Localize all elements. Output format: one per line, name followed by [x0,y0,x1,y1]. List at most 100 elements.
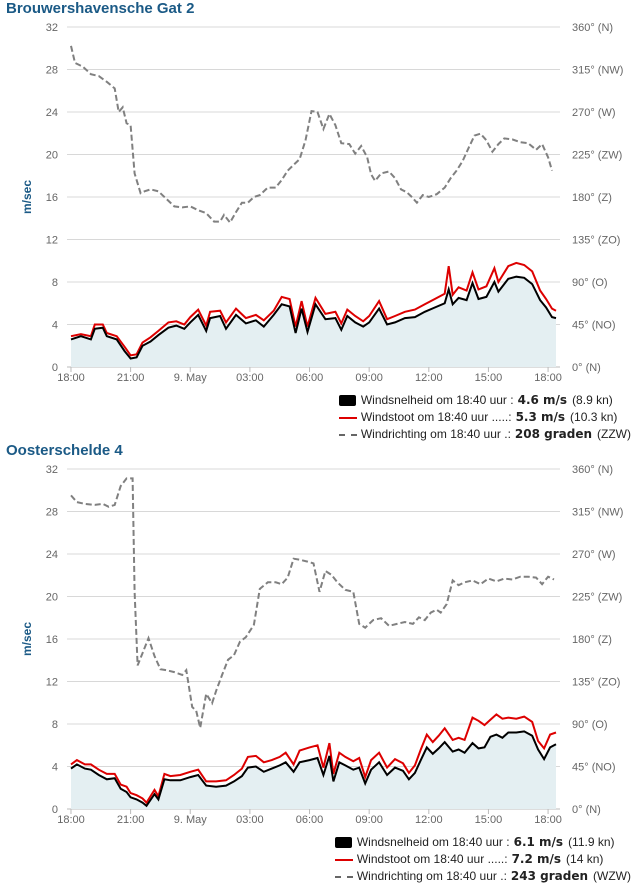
legend-item-direction[interactable]: Windrichting om 18:40 uur .: 243 graden … [334,868,631,885]
legend-extra: (ZZW) [597,427,631,441]
y2-tick-label: 270° (W) [572,549,616,561]
y2-tick-label: 180° (Z) [572,192,612,204]
legend-swatch-direction [338,429,357,441]
y2-tick-label: 90° (O) [572,277,608,289]
y-tick-label: 24 [46,549,58,561]
legend-swatch-speed [334,836,353,849]
y-tick-label: 4 [52,762,58,774]
legend-extra: (11.9 kn) [568,835,615,849]
legend-extra: (14 kn) [566,852,604,866]
legend-swatch-speed [338,394,357,407]
legend-label: Windsnelheid om 18:40 uur : [356,835,510,849]
series-line-gust [70,261,557,357]
legend-item-gust[interactable]: Windstoot om 18:40 uur .....: 5.3 m/s (1… [338,409,631,426]
y-tick-label: 12 [46,235,58,247]
legend-swatch-direction [334,871,353,883]
y2-tick-label: 315° (NW) [572,507,623,519]
y-axis-label: m/sec [20,180,34,214]
y-axis-label: m/sec [20,622,34,656]
station-title: Oosterschelde 4 [6,442,123,459]
y2-tick-label: 360° (N) [572,464,613,476]
legend-item-speed[interactable]: Windsnelheid om 18:40 uur : 4.6 m/s (8.9… [338,392,631,409]
x-tick-label: 06:00 [296,372,324,384]
legend-extra: (WZW) [593,869,631,883]
speed-area [71,276,556,367]
x-tick-label: 12:00 [415,814,443,826]
y-tick-label: 16 [46,192,58,204]
x-tick-label: 09:00 [355,372,383,384]
legend-value: 208 graden [514,427,593,441]
x-tick-label: 06:00 [296,814,324,826]
series-line-direction [70,477,555,729]
y-tick-label: 20 [46,150,58,162]
y2-tick-label: 360° (N) [572,22,613,34]
y2-tick-label: 225° (ZW) [572,592,622,604]
y2-tick-label: 270° (W) [572,107,616,119]
x-tick-label: 18:00 [534,372,562,384]
chart-legend: Windsnelheid om 18:40 uur : 6.1 m/s (11.… [334,834,631,885]
y2-tick-label: 45° (NO) [572,762,616,774]
x-tick-label: 15:00 [475,372,503,384]
station-panel-brouwershavensche-gat: Brouwershavensche Gat 2 0 4 8 12 16 20 24 28 32 0… [0,0,635,442]
y-tick-label: 24 [46,107,58,119]
y2-tick-label: 45° (NO) [572,320,616,332]
x-tick-label: 9. May [174,372,208,384]
y-tick-label: 8 [52,719,58,731]
y2-tick-label: 225° (ZW) [572,150,622,162]
legend-value: 243 graden [510,869,589,883]
x-tick-label: 03:00 [236,814,264,826]
chart-legend: Windsnelheid om 18:40 uur : 4.6 m/s (8.9… [338,392,631,443]
series-line-speed [70,730,557,808]
x-tick-label: 12:00 [415,372,443,384]
x-tick-label: 03:00 [236,372,264,384]
legend-item-direction[interactable]: Windrichting om 18:40 uur .: 208 graden … [338,426,631,443]
legend-extra: (8.9 kn) [572,393,613,407]
y2-tick-label: 0° (N) [572,362,601,374]
wind-chart: 0 4 8 12 16 20 24 28 32 0° (N) 45° (NO) 90° (O) 135°… [20,464,623,826]
legend-swatch-gust [334,854,353,866]
x-tick-label: 18:00 [534,814,562,826]
legend-value: 6.1 m/s [513,835,564,849]
y-tick-label: 4 [52,320,58,332]
y2-tick-label: 90° (O) [572,719,608,731]
x-tick-label: 18:00 [57,814,85,826]
y-tick-label: 28 [46,65,58,77]
legend-value: 7.2 m/s [511,852,562,866]
y2-tick-label: 315° (NW) [572,65,623,77]
series-line-direction [70,45,553,225]
legend-item-speed[interactable]: Windsnelheid om 18:40 uur : 6.1 m/s (11.… [334,834,631,851]
y-tick-label: 28 [46,507,58,519]
legend-value: 5.3 m/s [515,410,566,424]
y2-tick-label: 0° (N) [572,804,601,816]
legend-label: Windrichting om 18:40 uur .: [356,869,507,883]
legend-label: Windstoot om 18:40 uur .....: [360,410,512,424]
x-tick-label: 21:00 [117,372,145,384]
wind-chart: 0 4 8 12 16 20 24 28 32 0° (N) 45° (NO) 90° (O) 135°… [20,22,623,384]
legend-value: 4.6 m/s [517,393,568,407]
series-line-gust [70,713,557,805]
y2-tick-label: 135° (ZO) [572,677,620,689]
y-tick-label: 12 [46,677,58,689]
x-tick-label: 18:00 [57,372,85,384]
y-tick-label: 32 [46,464,58,476]
legend-label: Windsnelheid om 18:40 uur : [360,393,514,407]
y-tick-label: 16 [46,634,58,646]
x-tick-label: 09:00 [355,814,383,826]
series-line-speed [70,275,557,360]
y-tick-label: 8 [52,277,58,289]
legend-label: Windstoot om 18:40 uur .....: [356,852,508,866]
x-tick-label: 21:00 [117,814,145,826]
legend-swatch-gust [338,412,357,424]
x-tick-label: 9. May [174,814,208,826]
legend-item-gust[interactable]: Windstoot om 18:40 uur .....: 7.2 m/s (1… [334,851,631,868]
y-tick-label: 0 [52,804,58,816]
station-title: Brouwershavensche Gat 2 [6,0,195,17]
y2-tick-label: 180° (Z) [572,634,612,646]
speed-area [71,731,556,809]
y2-tick-label: 135° (ZO) [572,235,620,247]
y-tick-label: 0 [52,362,58,374]
legend-extra: (10.3 kn) [570,410,618,424]
y-tick-label: 32 [46,22,58,34]
y-tick-label: 20 [46,592,58,604]
legend-label: Windrichting om 18:40 uur .: [360,427,511,441]
